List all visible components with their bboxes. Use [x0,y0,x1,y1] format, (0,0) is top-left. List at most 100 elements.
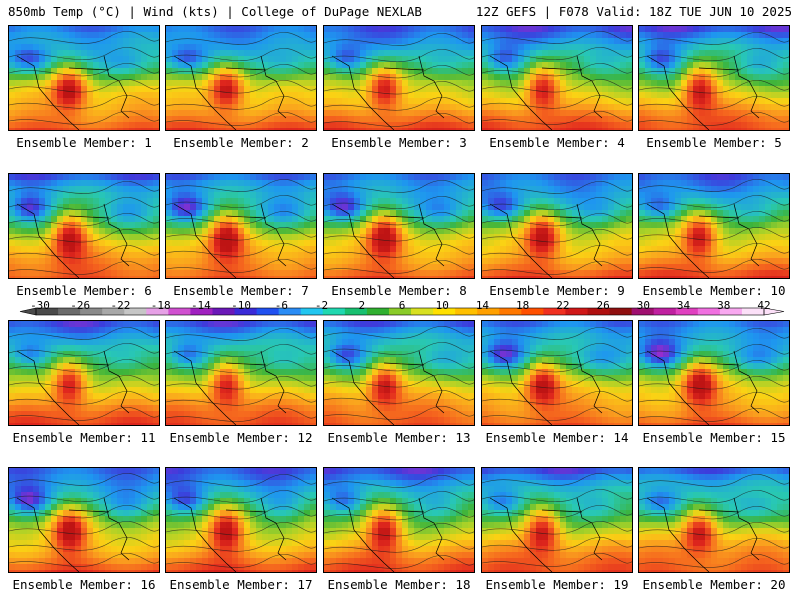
height-contour [9,407,159,421]
ensemble-member-map [165,173,317,279]
coastline [489,350,603,425]
height-contour [166,360,316,374]
colorbar-tick-label: -30 [30,299,50,312]
height-contour [166,538,316,552]
height-contour [639,490,789,504]
colorbar-segment [565,308,589,315]
colorbar-segment [653,308,677,315]
height-contour [324,97,474,111]
ensemble-member-map [8,173,160,279]
ensemble-member-map [481,320,633,426]
colorbar-tick-label: 10 [435,299,449,312]
height-contour [639,243,789,257]
ensemble-member-label: Ensemble Member: 7 [173,283,309,298]
colorbar-segment [366,308,390,315]
temperature-field [9,321,159,425]
ensemble-member-map [638,320,790,426]
ensemble-member-map [165,320,317,426]
height-contour [9,327,159,340]
height-contour [166,490,316,504]
coastline [16,55,130,130]
colorbar-segment [477,308,500,315]
colorbar-segment [212,308,236,315]
colorbar-segment [190,308,213,315]
colorbar-segment [587,308,611,315]
height-contour [639,96,789,110]
colorbar-tick-label: -14 [190,299,211,312]
coastline [646,350,760,425]
colorbar-segment [499,308,522,315]
height-contour [639,328,789,341]
coastline [173,55,287,130]
colorbar-segment [146,308,169,315]
colorbar-tick-label: 34 [676,299,691,312]
height-contour [324,358,474,372]
height-contour [9,47,159,61]
ensemble-member-label: Ensemble Member: 20 [642,577,786,592]
header-title: 850mb Temp (°C) | Wind (kts) | College o… [8,4,422,19]
height-contour [482,181,632,194]
ensemble-member-label: Ensemble Member: 11 [12,430,156,445]
colorbar-segment [322,308,346,315]
ensemble-member-label: Ensemble Member: 19 [485,577,629,592]
height-contour [639,474,789,487]
coastline [646,497,760,572]
colorbar-segment [741,308,765,315]
height-contour [482,47,632,61]
coastline [489,55,603,130]
colorbar-tick-label: -10 [231,299,252,312]
ensemble-member-map [323,320,475,426]
temperature-field [482,468,632,572]
height-contour [324,491,474,505]
height-contour [482,111,632,125]
ensemble-member-label: Ensemble Member: 5 [646,135,782,150]
colorbar-segment [256,308,280,315]
ensemble-member-label: Ensemble Member: 13 [327,430,471,445]
ensemble-member-label: Ensemble Member: 16 [12,577,156,592]
ensemble-member-map [638,25,790,131]
height-contour [9,197,159,211]
height-contour [166,96,316,110]
colorbar-segment [675,308,699,315]
height-contour [9,489,159,503]
temperature-field [166,174,316,278]
ensemble-member-map [481,173,633,279]
height-contour [166,392,316,406]
height-contour [324,260,474,274]
height-contour [324,196,474,210]
ensemble-member-map [638,173,790,279]
height-contour [639,48,789,62]
coastline [16,350,130,425]
height-contour [639,376,789,390]
height-contour [166,32,316,45]
height-contour [639,392,789,406]
colorbar-segment [278,308,302,315]
ensemble-member-label: Ensemble Member: 8 [331,283,467,298]
height-contour [9,245,159,259]
height-contour [324,244,474,258]
height-contour [324,523,474,537]
height-contour [639,344,789,358]
temperature-field [324,468,474,572]
height-contour [482,261,632,275]
ensemble-member-map [8,320,160,426]
colorbar-tick-label: 26 [596,299,610,312]
height-contour [324,406,474,420]
colorbar-tick-label: 18 [516,299,530,312]
height-contour [9,505,159,519]
height-contour [482,31,632,44]
colorbar-segment [80,308,103,315]
coastline [173,350,287,425]
ensemble-member-map [323,173,475,279]
coastline [331,203,445,278]
height-contour [324,555,474,569]
height-contour [9,553,159,567]
ensemble-member-label: Ensemble Member: 2 [173,135,309,150]
height-contour [9,261,159,275]
ensemble-member-label: Ensemble Member: 17 [169,577,313,592]
height-contour [166,328,316,341]
height-contour [324,475,474,488]
height-contour [9,95,159,109]
height-contour [324,81,474,95]
height-contour [482,391,632,405]
